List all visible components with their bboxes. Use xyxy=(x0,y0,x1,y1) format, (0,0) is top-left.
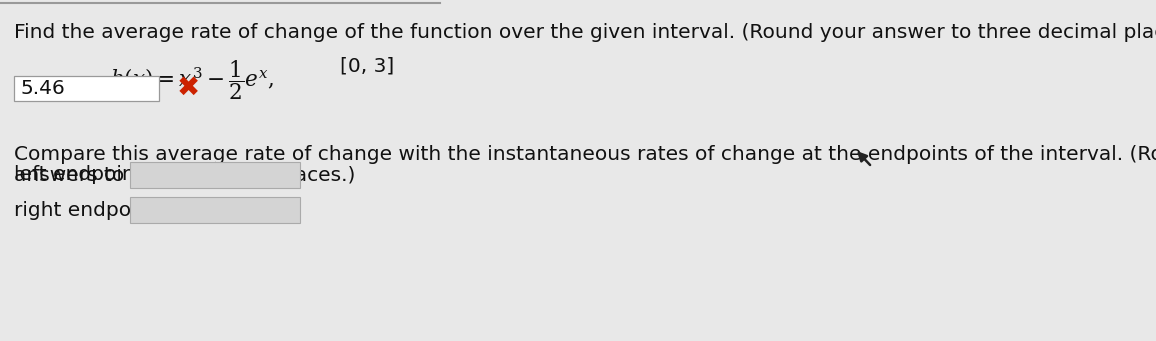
FancyBboxPatch shape xyxy=(129,162,301,188)
Text: left endpoint: left endpoint xyxy=(14,165,142,184)
Text: ✖: ✖ xyxy=(177,74,200,102)
Text: Compare this average rate of change with the instantaneous rates of change at th: Compare this average rate of change with… xyxy=(14,145,1156,164)
Text: $h(x) = x^3 - \dfrac{1}{2}e^x,$: $h(x) = x^3 - \dfrac{1}{2}e^x,$ xyxy=(110,58,274,102)
Text: answers to three decimal places.): answers to three decimal places.) xyxy=(14,166,355,185)
Text: right endpoint: right endpoint xyxy=(14,201,157,220)
FancyBboxPatch shape xyxy=(129,197,301,223)
Text: Find the average rate of change of the function over the given interval. (Round : Find the average rate of change of the f… xyxy=(14,23,1156,42)
Text: 5.46: 5.46 xyxy=(21,79,66,98)
FancyBboxPatch shape xyxy=(14,76,160,101)
Text: [0, 3]: [0, 3] xyxy=(340,56,394,75)
